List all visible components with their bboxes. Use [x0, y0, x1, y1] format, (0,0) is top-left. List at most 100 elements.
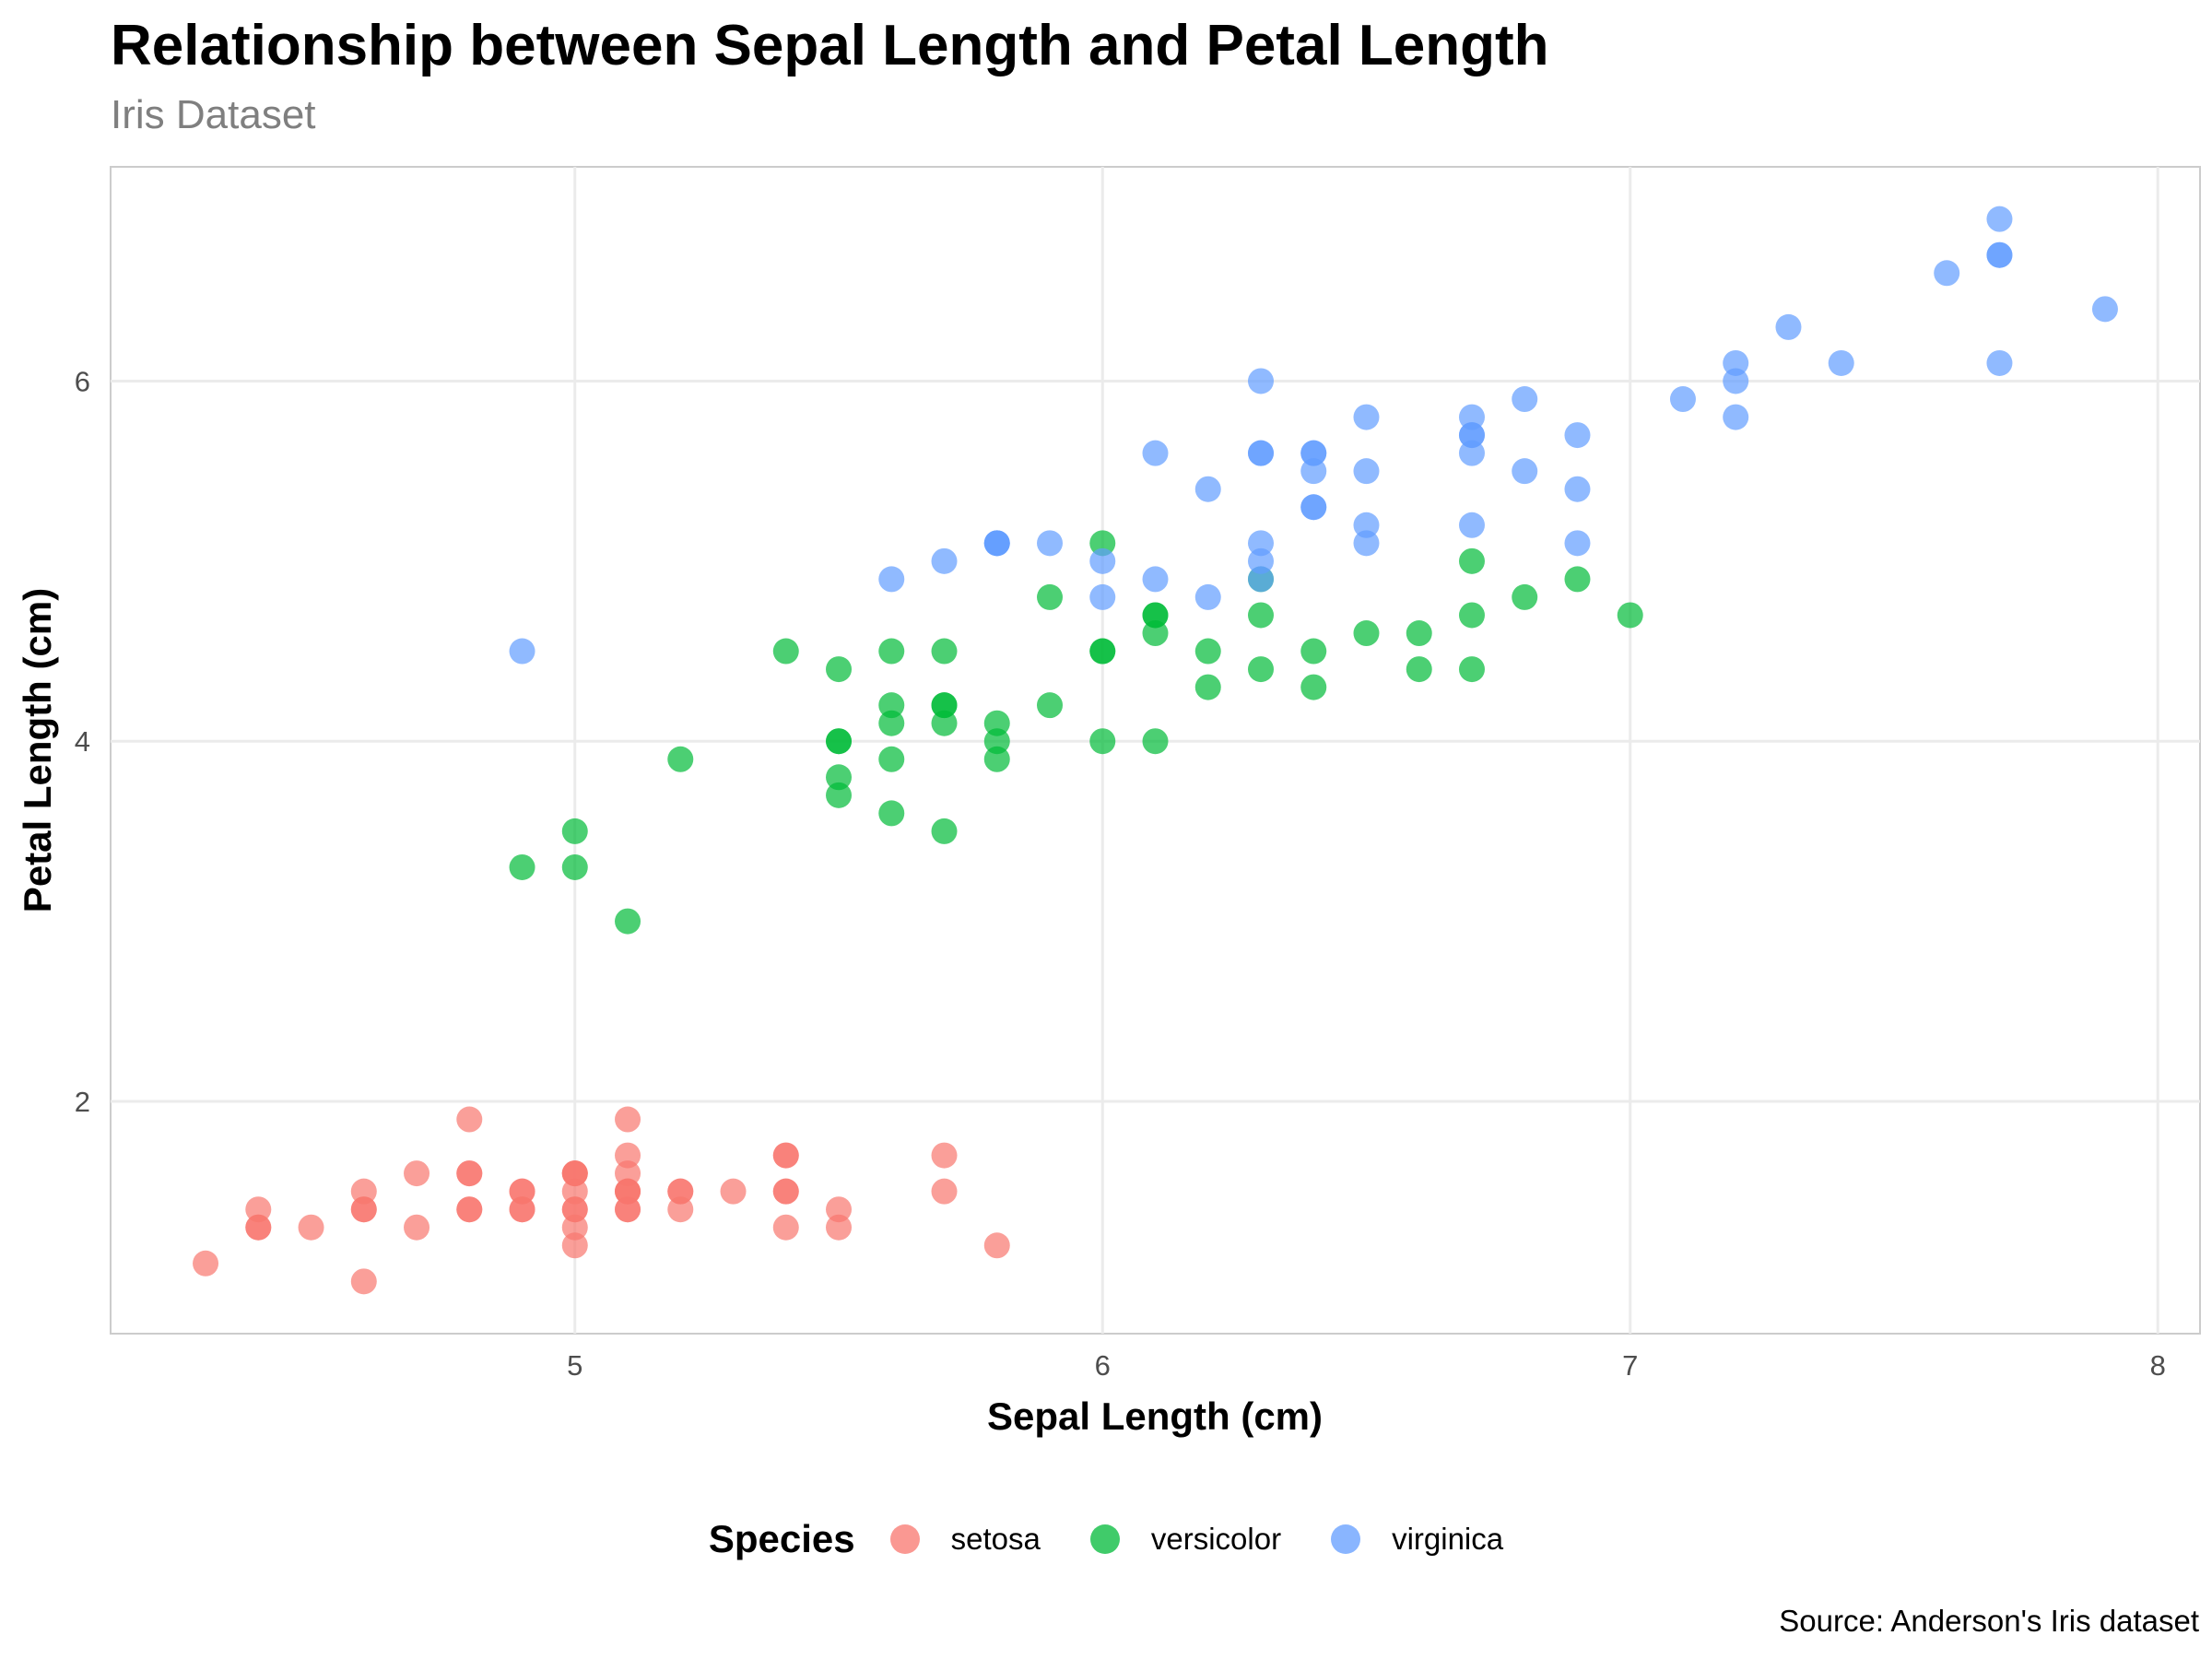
- data-point-setosa: [561, 1160, 588, 1187]
- data-point-virginica: [1247, 566, 1274, 593]
- data-point-setosa: [350, 1196, 377, 1223]
- data-point-setosa: [404, 1214, 430, 1241]
- data-point-versicolor: [1194, 638, 1221, 665]
- data-point-virginica: [1194, 476, 1221, 502]
- data-point-versicolor: [1089, 728, 1116, 755]
- data-point-virginica: [931, 547, 958, 574]
- data-point-versicolor: [983, 710, 1010, 736]
- data-point-versicolor: [878, 692, 905, 719]
- data-point-virginica: [1458, 404, 1485, 430]
- data-point-versicolor: [826, 764, 853, 791]
- data-point-setosa: [931, 1178, 958, 1205]
- data-point-versicolor: [878, 800, 905, 827]
- data-point-virginica: [1247, 547, 1274, 574]
- data-point-virginica: [1828, 349, 1854, 376]
- x-axis-label: Sepal Length (cm): [987, 1394, 1323, 1438]
- data-point-setosa: [561, 1232, 588, 1259]
- data-point-virginica: [1458, 512, 1485, 538]
- data-point-setosa: [615, 1196, 641, 1223]
- data-point-virginica: [1194, 583, 1221, 610]
- data-point-versicolor: [561, 818, 588, 844]
- data-point-setosa: [667, 1196, 694, 1223]
- data-point-virginica: [1142, 440, 1169, 466]
- legend-swatch-setosa: [889, 1524, 920, 1554]
- data-point-versicolor: [1037, 692, 1064, 719]
- data-point-versicolor: [1142, 728, 1169, 755]
- data-point-virginica: [1300, 440, 1327, 466]
- data-point-versicolor: [1142, 602, 1169, 629]
- data-point-versicolor: [931, 818, 958, 844]
- source-caption: Source: Anderson's Iris dataset: [1779, 1604, 2199, 1638]
- data-point-virginica: [509, 638, 535, 665]
- data-point-setosa: [456, 1160, 483, 1187]
- data-point-virginica: [1986, 206, 2013, 232]
- data-point-versicolor: [878, 638, 905, 665]
- data-point-setosa: [509, 1196, 535, 1223]
- x-tick-label: 7: [1622, 1349, 1638, 1382]
- legend-swatch-versicolor: [1089, 1524, 1120, 1554]
- data-point-virginica: [878, 566, 905, 593]
- data-point-virginica: [1247, 530, 1274, 557]
- chart-title: Relationship between Sepal Length and Pe…: [111, 14, 1549, 77]
- data-point-virginica: [1512, 458, 1538, 485]
- data-point-virginica: [1247, 368, 1274, 394]
- legend-label-versicolor: versicolor: [1150, 1522, 1282, 1556]
- data-point-virginica: [1353, 530, 1380, 557]
- data-point-versicolor: [826, 782, 853, 808]
- data-point-setosa: [561, 1178, 588, 1205]
- legend-swatch-virginica: [1331, 1524, 1361, 1554]
- data-point-setosa: [772, 1214, 799, 1241]
- data-point-setosa: [456, 1196, 483, 1223]
- data-point-versicolor: [561, 853, 588, 880]
- data-point-virginica: [2091, 296, 2118, 323]
- data-point-versicolor: [667, 746, 694, 772]
- data-point-setosa: [561, 1214, 588, 1241]
- data-point-versicolor: [1194, 674, 1221, 700]
- legend-item-versicolor: versicolor: [1089, 1522, 1282, 1557]
- data-point-versicolor: [1089, 638, 1116, 665]
- data-point-versicolor: [1300, 638, 1327, 665]
- data-point-versicolor: [1458, 602, 1485, 629]
- data-point-virginica: [1934, 260, 1960, 287]
- data-point-virginica: [1353, 512, 1380, 538]
- data-point-virginica: [1564, 530, 1591, 557]
- data-point-versicolor: [1142, 620, 1169, 647]
- data-point-versicolor: [1300, 674, 1327, 700]
- data-point-versicolor: [1353, 620, 1380, 647]
- data-point-virginica: [1300, 458, 1327, 485]
- y-axis-label: Petal Length (cm): [16, 588, 59, 912]
- data-point-setosa: [720, 1178, 747, 1205]
- data-point-setosa: [245, 1196, 272, 1223]
- series-virginica: [509, 206, 2118, 665]
- data-point-virginica: [1458, 422, 1485, 449]
- data-point-virginica: [1775, 313, 1802, 340]
- data-point-setosa: [826, 1214, 853, 1241]
- data-point-virginica: [1353, 404, 1380, 430]
- data-point-versicolor: [1037, 583, 1064, 610]
- chart-subtitle: Iris Dataset: [111, 92, 316, 137]
- data-point-versicolor: [509, 853, 535, 880]
- data-point-versicolor: [1617, 602, 1643, 629]
- x-tick-label: 8: [2150, 1349, 2166, 1382]
- data-point-versicolor: [1089, 530, 1116, 557]
- data-point-virginica: [1986, 349, 2013, 376]
- data-point-versicolor: [826, 728, 853, 755]
- data-point-setosa: [772, 1178, 799, 1205]
- y-tick-label: 4: [75, 725, 90, 758]
- data-point-versicolor: [878, 710, 905, 736]
- data-point-virginica: [1564, 422, 1591, 449]
- data-point-setosa: [615, 1142, 641, 1169]
- data-point-versicolor: [1564, 566, 1591, 593]
- data-point-virginica: [1723, 404, 1749, 430]
- data-point-versicolor: [1406, 620, 1432, 647]
- data-point-virginica: [1089, 547, 1116, 574]
- data-point-versicolor: [1512, 583, 1538, 610]
- data-point-setosa: [615, 1178, 641, 1205]
- data-point-setosa: [931, 1142, 958, 1169]
- data-point-setosa: [667, 1178, 694, 1205]
- data-point-versicolor: [1458, 656, 1485, 683]
- data-point-virginica: [1669, 386, 1696, 413]
- legend-title: Species: [708, 1517, 855, 1560]
- data-point-setosa: [826, 1196, 853, 1223]
- data-point-virginica: [1723, 349, 1749, 376]
